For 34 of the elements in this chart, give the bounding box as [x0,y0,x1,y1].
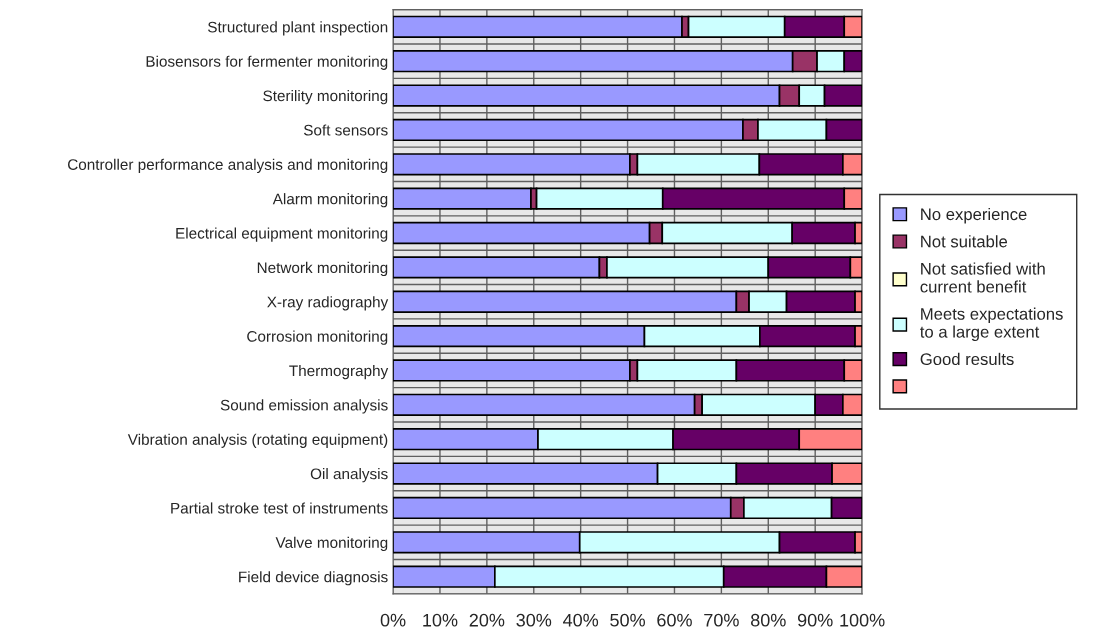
y-tick-label: Structured plant inspection [208,21,388,36]
x-tick-label: 100% [840,613,885,627]
y-tick-label: X-ray radiography [267,296,389,311]
legend-label: No experience [921,207,1027,224]
x-tick-label: 20% [469,613,505,627]
y-tick-label: Biosensors for fermenter monitoring [146,55,388,70]
bar [393,187,532,210]
y-tick-label: Sterility monitoring [263,90,388,105]
y-tick-label: Sound emission analysis [220,399,388,414]
y-tick-label: Network monitoring [257,261,388,277]
y-tick-label: Controller performance analysis and monitoring [68,158,388,173]
x-tick-label: 80% [750,613,786,627]
x-tick-label: 10% [423,613,458,627]
x-tick-label: 50% [610,613,645,627]
legend-label: Good results [920,352,1014,366]
y-tick-label: Alarm monitoring [272,193,388,208]
x-tick-label: 90% [797,613,833,627]
y-tick-label: Partial stroke test of instruments [171,502,388,514]
y-tick-label: Vibration analysis (rotating equipment) [127,433,388,448]
legend-label: Meets expectations to a large extent [920,307,1063,342]
x-tick-label: 30% [516,613,552,627]
y-tick-label: Thermography [289,364,389,380]
legend-label: Not suitable [921,235,1008,248]
y-tick-label: Oil analysis [310,468,388,483]
y-tick-label: Valve monitoring [275,536,388,552]
x-tick-label: 70% [704,613,739,627]
legend-label: Not satisfied with current benefit [920,262,1045,293]
y-tick-label: Soft sensors [303,124,388,136]
y-tick-label: Field device diagnosis [239,571,388,586]
y-tick-label: Corrosion monitoring [247,330,388,345]
x-tick-label: 0% [380,613,406,627]
x-tick-label: 40% [563,613,599,627]
x-tick-label: 60% [657,613,692,627]
y-tick-label: Electrical equipment monitoring [176,227,388,242]
